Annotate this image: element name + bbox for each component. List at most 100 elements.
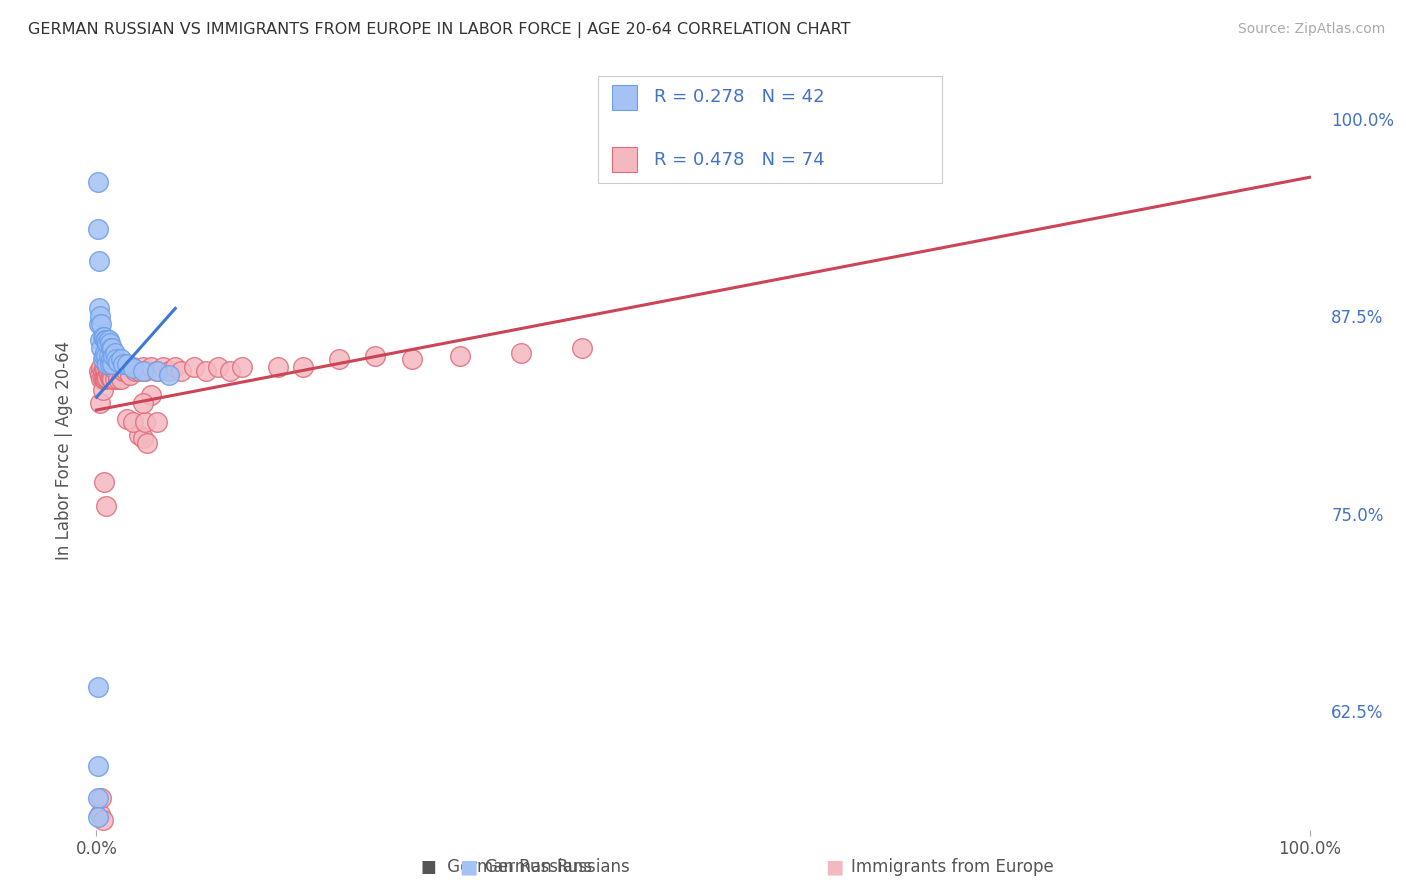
Point [93, 372, 115, 386]
Point [93, 349, 115, 363]
Point [86, 681, 108, 695]
Point [128, 364, 150, 378]
Point [89, 368, 111, 382]
Point [91, 364, 114, 378]
Point [90, 341, 112, 355]
Point [87, 253, 110, 268]
Point [104, 372, 127, 386]
Point [134, 364, 156, 378]
Point [96, 336, 118, 351]
Point [107, 355, 129, 369]
Point [96, 357, 118, 371]
Point [90, 317, 112, 331]
Text: R = 0.278   N = 42: R = 0.278 N = 42 [654, 88, 824, 106]
Point [207, 359, 229, 374]
Point [86, 810, 108, 824]
Point [94, 345, 117, 359]
Point [100, 341, 122, 355]
Point [110, 359, 132, 374]
Point [91, 351, 114, 366]
Point [122, 415, 145, 429]
Point [146, 364, 169, 378]
Point [107, 372, 129, 386]
Point [86, 759, 108, 773]
Point [152, 359, 174, 374]
Point [157, 364, 180, 378]
Point [87, 364, 110, 378]
Point [97, 357, 120, 371]
Point [100, 351, 122, 366]
Point [104, 351, 127, 366]
Point [98, 336, 121, 351]
Y-axis label: In Labor Force | Age 20-64: In Labor Force | Age 20-64 [55, 341, 73, 560]
Point [134, 415, 156, 429]
Point [100, 371, 122, 385]
Point [146, 415, 169, 429]
Text: Immigrants from Europe: Immigrants from Europe [851, 858, 1053, 876]
Point [146, 364, 169, 378]
Text: ■  German Russians: ■ German Russians [420, 858, 592, 876]
Point [115, 357, 138, 371]
Point [94, 333, 117, 347]
Point [96, 357, 118, 371]
Point [86, 175, 108, 189]
Point [101, 357, 124, 371]
Point [93, 361, 115, 376]
Point [96, 349, 118, 363]
Point [131, 359, 153, 374]
Point [96, 499, 118, 513]
Point [103, 349, 125, 363]
Point [401, 351, 423, 366]
Point [122, 361, 145, 376]
Point [328, 351, 350, 366]
Point [93, 330, 115, 344]
Point [157, 368, 180, 382]
Point [131, 431, 153, 445]
Point [89, 309, 111, 323]
Text: ■: ■ [825, 857, 844, 877]
Point [364, 349, 387, 363]
Point [165, 359, 187, 374]
Point [96, 359, 118, 374]
Point [104, 364, 127, 378]
Point [104, 345, 127, 359]
Point [104, 359, 127, 374]
Point [90, 372, 112, 386]
Point [128, 427, 150, 442]
Point [110, 351, 132, 366]
Point [101, 359, 124, 374]
Point [86, 791, 108, 805]
Point [139, 388, 162, 402]
Point [89, 806, 111, 821]
Point [122, 359, 145, 374]
Point [117, 359, 139, 374]
Point [170, 364, 193, 378]
Point [120, 368, 142, 382]
Point [91, 813, 114, 827]
Point [510, 345, 533, 359]
Point [97, 349, 120, 363]
Point [449, 349, 471, 363]
Point [93, 475, 115, 489]
Point [139, 359, 162, 374]
Point [97, 333, 120, 347]
Text: Source: ZipAtlas.com: Source: ZipAtlas.com [1237, 22, 1385, 37]
Point [97, 368, 120, 382]
Point [112, 364, 135, 378]
Point [90, 791, 112, 805]
Point [98, 371, 121, 385]
Point [87, 317, 110, 331]
Point [107, 359, 129, 374]
Point [115, 412, 138, 426]
Point [94, 361, 117, 376]
Point [101, 341, 124, 355]
Point [112, 357, 135, 371]
Text: ■: ■ [460, 857, 478, 877]
Text: German Russians: German Russians [485, 858, 630, 876]
Point [96, 333, 118, 347]
Point [291, 359, 314, 374]
Point [231, 359, 253, 374]
Point [219, 364, 242, 378]
Point [91, 384, 114, 398]
Text: R = 0.478   N = 74: R = 0.478 N = 74 [654, 151, 824, 169]
